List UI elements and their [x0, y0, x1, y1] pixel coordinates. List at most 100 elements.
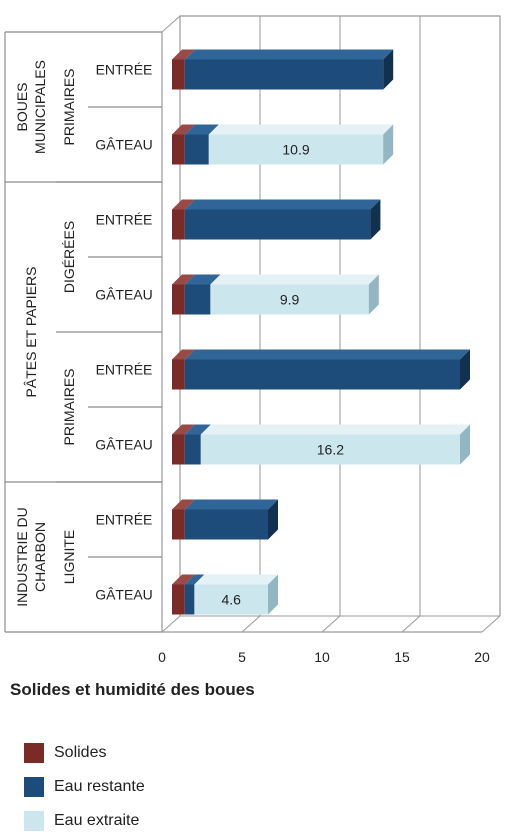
floor-gridline: [401, 615, 421, 633]
floor-gridline: [161, 615, 181, 633]
bar-segment-eau_restante: [184, 134, 209, 165]
row-label: ENTRÉE: [96, 362, 153, 378]
bar-segment-eau_restante: [184, 509, 268, 540]
bar-end-face: [370, 199, 381, 240]
bar-segment-eau_restante: [184, 59, 384, 90]
bar-segment-solides: [172, 134, 185, 165]
group-label-text: INDUSTRIE DU: [14, 507, 30, 607]
legend-title: Solides et humidité des boues: [10, 680, 255, 699]
legend-item-solides: Solides: [10, 736, 510, 770]
bar-segment-top-solides: [172, 274, 195, 285]
bar-segment-solides: [172, 59, 185, 90]
bar-end-face: [460, 349, 470, 390]
bar-segment-top-eau_extraite: [194, 574, 278, 585]
legend-swatch-eau-restante: [24, 777, 44, 797]
y-axis-top-edge: [161, 15, 181, 33]
bar-segment-solides: [172, 584, 185, 615]
data-label: 10.9: [282, 142, 309, 158]
bar-segment-top-eau_restante: [184, 574, 205, 585]
bar-segment-solides: [172, 434, 185, 465]
subgroup-label: PRIMAIRES: [61, 368, 77, 445]
bar-end-face: [268, 499, 278, 540]
bar: [172, 349, 471, 390]
floor-gridline: [321, 615, 341, 633]
bar-segment-top-solides: [172, 574, 195, 585]
bar-segment-top-eau_restante: [184, 124, 219, 135]
group-label-text: MUNICIPALES: [32, 60, 48, 154]
row-label: ENTRÉE: [96, 62, 153, 78]
bar-segment-top-eau_restante: [184, 49, 394, 60]
bar-segment-top-eau_extraite: [208, 124, 394, 135]
legend-label: Eau restante: [54, 778, 145, 795]
bar-segment-top-eau_restante: [184, 424, 211, 435]
x-tick-label: 10: [314, 649, 330, 665]
bar-end-face: [460, 424, 470, 465]
legend-swatch-eau-extraite: [24, 811, 44, 831]
bar-segment-top-solides: [172, 349, 195, 360]
group-label: PÂTES ET PAPIERS: [23, 267, 39, 398]
data-label: 9.9: [280, 292, 300, 308]
bar: [172, 274, 379, 315]
floor-gridline: [481, 615, 501, 633]
bar-segment-top-solides: [172, 424, 195, 435]
row-label: ENTRÉE: [96, 212, 153, 228]
bar-segment-top-eau_restante: [184, 199, 381, 210]
bar-chart: BOUES MUNICIPALES PÂTES ET PAPIERS INDUSTRI…: [4, 15, 501, 665]
bar-segment-eau_extraite: [210, 284, 369, 315]
bar-segment-top-solides: [172, 199, 195, 210]
bar-segment-eau_restante: [184, 434, 201, 465]
row-label: GÂTEAU: [95, 587, 153, 603]
bar-segment-eau_restante: [184, 209, 371, 240]
bar: [172, 49, 394, 90]
bar-segment-solides: [172, 284, 185, 315]
group-label: BOUES MUNICIPALES: [14, 60, 48, 154]
legend: Solides et humidité des boues Solides Ea…: [10, 680, 510, 838]
subgroup-label: DIGÉRÉES: [61, 221, 77, 293]
bar-segment-top-solides: [172, 49, 195, 60]
bar-segment-top-eau_extraite: [210, 274, 379, 285]
bar-segment-top-eau_extraite: [200, 424, 471, 435]
bar-end-face: [368, 274, 379, 315]
group-label-text: PÂTES ET PAPIERS: [23, 267, 39, 398]
x-tick-label: 20: [474, 649, 490, 665]
bar-end-face: [383, 124, 394, 165]
bar-segment-top-eau_restante: [184, 274, 221, 285]
legend-label: Eau extraite: [54, 812, 140, 829]
bar-segment-solides: [172, 359, 185, 390]
x-tick-label: 0: [158, 649, 166, 665]
bar-segment-eau_extraite: [200, 434, 461, 465]
bar-end-face: [383, 49, 394, 90]
legend-swatch-solides: [24, 743, 44, 763]
bar-segment-top-solides: [172, 124, 195, 135]
row-label: GÂTEAU: [95, 287, 153, 303]
subgroup-label: PRIMAIRES: [61, 68, 77, 145]
bar: [172, 199, 381, 240]
bar-segment-top-solides: [172, 499, 195, 510]
x-tick-label: 15: [394, 649, 410, 665]
legend-item-eau-restante: Eau restante: [10, 770, 510, 804]
subgroup-label: LIGNITE: [61, 530, 77, 584]
bar-segment-eau_restante: [184, 284, 211, 315]
x-tick-label: 5: [238, 649, 246, 665]
legend-item-eau-extraite: Eau extraite: [10, 804, 510, 838]
group-label: INDUSTRIE DU CHARBON: [14, 507, 48, 607]
bar: [172, 499, 278, 540]
bar-segment-eau_extraite: [194, 584, 268, 615]
bar-segment-eau_extraite: [208, 134, 384, 165]
row-label: GÂTEAU: [95, 137, 153, 153]
group-label-text: BOUES: [14, 82, 30, 131]
bar-segment-top-eau_restante: [184, 499, 278, 510]
bar: [172, 124, 394, 165]
floor-gridline: [241, 615, 261, 633]
bar-segment-top-eau_restante: [184, 349, 471, 360]
legend-label: Solides: [54, 744, 107, 761]
bar: [172, 574, 278, 615]
data-label: 4.6: [221, 592, 241, 608]
bar-segment-solides: [172, 509, 185, 540]
bar: [172, 424, 471, 465]
row-label: ENTRÉE: [96, 512, 153, 528]
bar-segment-eau_restante: [184, 584, 195, 615]
row-label: GÂTEAU: [95, 437, 153, 453]
data-label: 16.2: [317, 442, 344, 458]
group-label-text: CHARBON: [32, 522, 48, 592]
